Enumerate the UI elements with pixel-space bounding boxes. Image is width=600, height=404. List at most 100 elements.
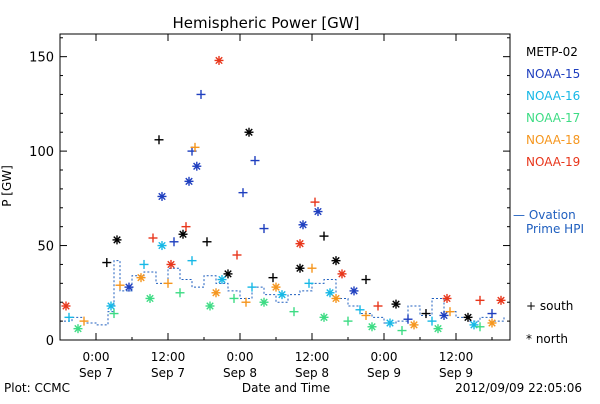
point-stroke [440,311,448,320]
ovation-hpi-path [60,260,505,326]
ovation-hpi-line [60,260,505,326]
point-noaa-19 [148,233,158,243]
point-metp-02 [268,273,278,283]
point-stroke [332,256,340,265]
point-stroke [332,294,340,303]
point-stroke [470,321,478,329]
point-noaa-16 [139,259,149,269]
point-noaa-15 [487,309,497,319]
point-stroke [218,275,226,284]
axes: 0 50 100 150 0:00 Sep 7 12:00 Sep 7 0:00 Sep 8 12:… [29,33,511,380]
point-noaa-19 [295,239,305,249]
point-stroke [443,294,451,303]
point-stroke [488,319,496,327]
point-metp-02 [331,256,341,266]
point-noaa-18 [409,320,419,330]
point-stroke [125,283,133,291]
legend-entry: NOAA-15 [526,67,580,81]
point-noaa-15 [238,188,248,198]
point-stroke [113,236,121,244]
point-stroke [158,241,166,250]
point-noaa-17 [205,301,215,311]
point-noaa-17 [73,324,83,334]
x-tick-date-label: Sep 8 [295,366,329,380]
legend: METP-02 NOAA-15 NOAA-16 NOAA-17 NOAA-18 NOAA-… [513,45,584,346]
y-axis-label: P [GW] [0,165,14,207]
point-noaa-15 [349,286,359,296]
point-noaa-19 [181,222,191,232]
point-noaa-18 [136,273,146,283]
point-stroke [215,56,223,65]
plot-frame [59,33,511,341]
point-noaa-17 [433,324,443,334]
point-stroke [212,289,220,297]
point-stroke [278,290,286,299]
point-noaa-19 [496,295,506,305]
legend-entry: METP-02 [526,45,578,59]
point-noaa-15 [192,161,202,171]
point-noaa-19 [166,259,176,269]
data-points [61,55,506,336]
point-noaa-17 [259,297,269,307]
point-noaa-16 [64,312,74,322]
point-noaa-16 [325,288,335,298]
point-noaa-17 [145,293,155,303]
point-stroke [326,289,334,297]
x-tick-time-label: 0:00 [227,350,254,364]
point-noaa-19 [214,55,224,65]
point-noaa-16 [157,241,167,251]
point-noaa-15 [259,224,269,234]
footer-credit: Plot: CCMC [4,381,70,395]
point-stroke [137,273,145,282]
point-stroke [434,324,442,333]
point-metp-02 [319,231,329,241]
legend-entry: NOAA-16 [526,89,580,103]
point-stroke [314,207,322,216]
point-stroke [296,264,304,272]
point-noaa-19 [475,295,485,305]
x-tick-date-label: Sep 9 [367,366,401,380]
point-stroke [245,128,253,136]
point-metp-02 [202,237,212,247]
point-noaa-17 [343,316,353,326]
legend-entry: NOAA-18 [526,133,580,147]
legend-ovation-line2: Prime HPI [526,222,584,236]
point-noaa-16 [106,301,116,311]
point-stroke [338,270,346,278]
point-stroke [392,300,400,308]
point-noaa-15 [298,220,308,230]
point-metp-02 [244,127,254,137]
legend-ovation-line1: — Ovation [513,208,576,222]
point-noaa-16 [187,256,197,266]
y-tick-label: 0 [46,334,54,349]
point-noaa-18 [163,278,173,288]
point-noaa-17 [229,293,239,303]
point-noaa-15 [124,282,134,292]
point-metp-02 [178,229,188,239]
point-metp-02 [295,263,305,273]
point-noaa-15 [250,156,260,166]
point-noaa-18 [190,142,200,152]
point-stroke [62,302,70,310]
point-noaa-15 [196,89,206,99]
point-stroke [386,319,394,327]
point-metp-02 [102,258,112,268]
x-tick-time-label: 0:00 [83,350,110,364]
point-noaa-19 [232,250,242,260]
point-noaa-18 [79,316,89,326]
point-stroke [368,323,376,331]
point-noaa-19 [373,301,383,311]
point-stroke [158,192,166,201]
point-metp-02 [391,299,401,309]
point-stroke [185,177,193,186]
x-tick-time-label: 12:00 [151,350,186,364]
point-noaa-16 [469,320,479,330]
point-noaa-17 [475,322,485,332]
point-noaa-18 [211,288,221,298]
point-metp-02 [154,135,164,145]
point-noaa-19 [337,269,347,279]
point-noaa-16 [385,318,395,328]
x-axis-label: Date and Time [242,381,330,395]
